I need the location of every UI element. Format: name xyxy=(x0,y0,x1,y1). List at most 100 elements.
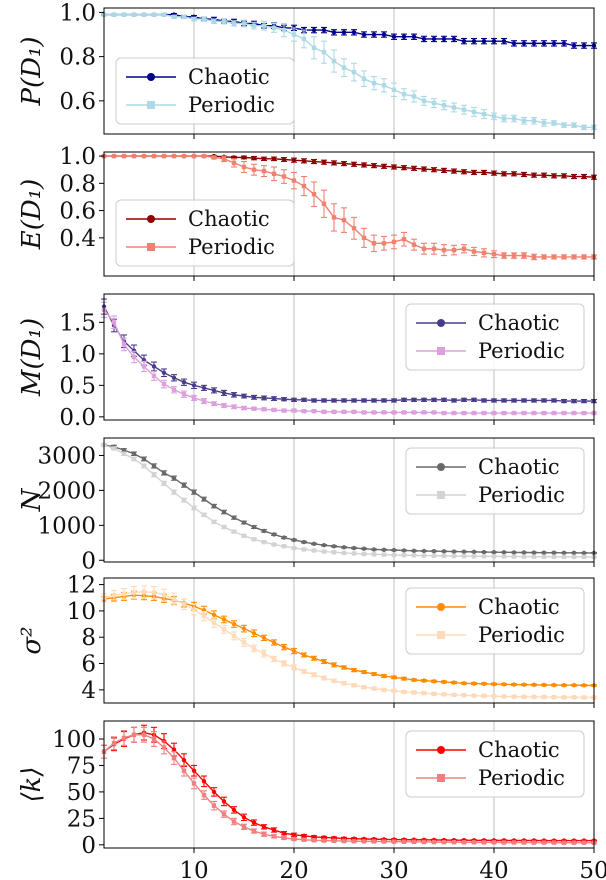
legend: Chaotic Periodic xyxy=(115,199,295,267)
data-point xyxy=(251,155,257,161)
data-point xyxy=(401,548,407,553)
data-point xyxy=(431,167,437,172)
data-point xyxy=(231,819,237,824)
data-point xyxy=(261,539,267,545)
y-tick-label: 1.0 xyxy=(59,0,96,26)
data-point xyxy=(321,201,327,206)
data-point xyxy=(181,497,187,503)
data-point xyxy=(351,551,357,556)
data-point xyxy=(281,174,287,179)
data-point xyxy=(271,25,277,31)
data-point xyxy=(301,837,307,842)
data-point xyxy=(441,410,447,416)
data-point xyxy=(291,545,297,551)
data-point xyxy=(411,242,417,247)
data-point xyxy=(171,755,177,761)
y-tick-label: 4 xyxy=(81,678,96,704)
data-point xyxy=(361,669,367,675)
data-point xyxy=(231,392,237,397)
data-point xyxy=(411,548,417,554)
y-tick-label: 1.0 xyxy=(59,144,96,170)
data-point xyxy=(541,550,547,555)
data-point xyxy=(321,675,327,681)
data-point xyxy=(441,36,447,42)
data-point xyxy=(141,12,147,17)
data-point xyxy=(521,172,527,177)
data-point xyxy=(581,695,587,700)
legend-box xyxy=(405,303,585,371)
legend-label: Periodic xyxy=(478,623,565,647)
data-point xyxy=(481,250,487,256)
data-point xyxy=(291,537,297,543)
data-point xyxy=(161,381,167,387)
data-point xyxy=(211,620,217,625)
data-point xyxy=(151,364,157,369)
data-point xyxy=(231,633,237,639)
data-point xyxy=(331,544,337,549)
data-point xyxy=(201,512,207,518)
data-point xyxy=(361,398,367,403)
data-point xyxy=(331,160,337,166)
data-point xyxy=(191,16,197,22)
data-point xyxy=(311,656,317,661)
data-point xyxy=(421,246,427,251)
data-point xyxy=(251,23,257,28)
data-point xyxy=(401,237,407,242)
series-periodic xyxy=(101,301,597,416)
data-point xyxy=(351,30,357,35)
data-point xyxy=(531,410,537,416)
data-point xyxy=(341,545,347,550)
data-point xyxy=(491,38,497,44)
data-point xyxy=(511,398,517,403)
data-point xyxy=(521,694,527,700)
data-point xyxy=(531,694,537,700)
data-point xyxy=(361,839,367,844)
data-point xyxy=(411,397,417,403)
data-point xyxy=(401,165,407,170)
data-point xyxy=(401,839,407,844)
data-point xyxy=(431,246,437,251)
data-point xyxy=(121,591,127,596)
data-point xyxy=(341,838,347,844)
data-point xyxy=(171,489,177,495)
data-point xyxy=(221,524,227,530)
legend-marker xyxy=(147,101,155,109)
data-point xyxy=(241,164,247,170)
data-point xyxy=(471,554,477,559)
data-point xyxy=(351,398,357,403)
y-tick-label: 0.0 xyxy=(59,405,96,431)
data-point xyxy=(171,153,177,159)
data-point xyxy=(491,114,497,119)
data-point xyxy=(451,692,457,698)
data-point xyxy=(481,681,487,686)
data-point xyxy=(431,691,437,696)
data-point xyxy=(331,550,337,555)
legend-label: Chaotic xyxy=(478,455,560,479)
y-tick-label: 6 xyxy=(81,652,96,678)
data-point xyxy=(311,548,317,553)
data-point xyxy=(111,12,117,17)
data-point xyxy=(311,398,317,403)
data-point xyxy=(251,537,257,542)
data-point xyxy=(541,120,547,126)
data-point xyxy=(111,446,117,451)
data-point xyxy=(181,482,187,488)
data-point xyxy=(211,401,217,406)
data-point xyxy=(481,398,487,403)
y-tick-label: 0.4 xyxy=(59,226,96,252)
legend: Chaotic Periodic xyxy=(405,730,585,798)
data-point xyxy=(571,554,577,560)
data-point xyxy=(451,410,457,416)
data-point xyxy=(521,41,527,46)
data-point xyxy=(441,247,447,253)
data-point xyxy=(151,736,157,742)
data-point xyxy=(131,732,137,737)
data-point xyxy=(281,661,287,666)
y-axis-label: M(D₁) xyxy=(17,318,47,397)
data-point xyxy=(531,550,537,555)
data-point xyxy=(301,652,307,658)
data-point xyxy=(321,838,327,843)
data-point xyxy=(571,695,577,700)
data-point xyxy=(231,529,237,534)
data-point xyxy=(451,398,457,403)
